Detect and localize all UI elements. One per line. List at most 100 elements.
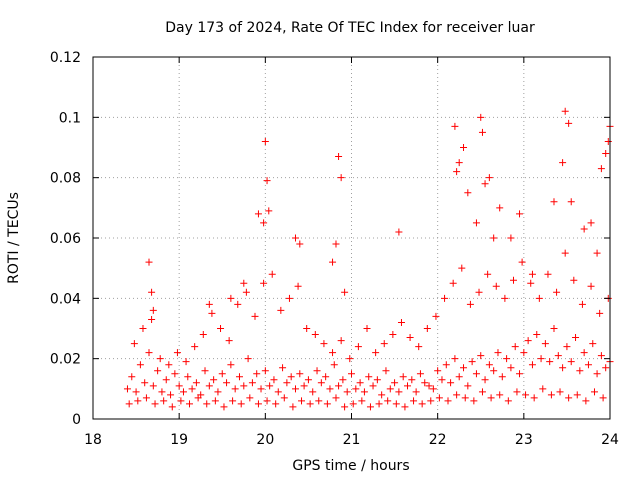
data-point (395, 228, 403, 236)
x-axis-label: GPS time / hours (292, 458, 409, 474)
data-point (261, 367, 269, 375)
data-point (556, 388, 564, 396)
data-point (432, 312, 440, 320)
data-point (349, 400, 357, 408)
data-point (341, 403, 349, 411)
data-point (530, 394, 538, 402)
data-point (513, 388, 521, 396)
data-point (182, 358, 190, 366)
data-point (309, 388, 317, 396)
data-point (487, 394, 495, 402)
data-point (237, 400, 245, 408)
data-point (303, 325, 311, 332)
data-point (274, 388, 282, 396)
data-point (593, 370, 601, 378)
data-point (287, 373, 295, 381)
data-point (277, 306, 285, 314)
data-point (268, 270, 276, 278)
data-point (447, 379, 455, 387)
data-point (535, 294, 543, 302)
data-point (494, 349, 502, 357)
data-point (265, 207, 273, 215)
data-point (527, 279, 535, 287)
data-point (311, 331, 319, 339)
data-point (373, 376, 381, 384)
data-point (220, 403, 228, 411)
data-point (329, 349, 337, 357)
data-point (191, 343, 199, 351)
data-point (348, 370, 355, 378)
data-point (160, 397, 168, 405)
data-point (346, 355, 354, 363)
data-point (604, 137, 612, 145)
data-point (339, 376, 347, 384)
data-point (382, 367, 390, 375)
data-point (425, 382, 433, 390)
data-point (438, 376, 446, 384)
data-point (559, 364, 567, 372)
data-point (214, 388, 222, 396)
x-tick-label: 18 (84, 432, 102, 448)
data-point (442, 361, 450, 369)
data-point (468, 358, 476, 366)
data-point (266, 382, 274, 390)
data-point (427, 397, 435, 405)
data-point (550, 198, 558, 206)
x-tick-label: 24 (601, 432, 619, 448)
data-point (141, 379, 149, 387)
data-point (296, 370, 304, 378)
data-point (149, 382, 157, 390)
data-point (210, 376, 218, 384)
data-point (576, 367, 584, 375)
data-point (304, 376, 312, 384)
data-point (283, 379, 291, 387)
data-point (217, 325, 225, 332)
data-point (559, 159, 567, 167)
chart-title: Day 173 of 2024, Rate Of TEC Index for r… (165, 20, 535, 36)
data-point (412, 388, 420, 396)
data-point (461, 394, 469, 402)
data-point (590, 388, 598, 396)
data-point (306, 400, 314, 408)
data-point (240, 279, 248, 287)
data-point (341, 288, 349, 296)
data-point (587, 282, 595, 290)
data-point (537, 355, 545, 363)
data-point (148, 288, 156, 296)
y-tick-label: 0.06 (50, 231, 81, 247)
data-point (470, 397, 478, 405)
data-point (291, 385, 299, 393)
data-point (541, 340, 549, 348)
data-point (179, 388, 187, 396)
data-point (240, 382, 248, 390)
data-point (475, 288, 483, 296)
data-point (270, 376, 278, 384)
data-point (289, 403, 297, 411)
data-point (490, 234, 498, 242)
data-point (369, 382, 377, 390)
data-point (167, 391, 175, 399)
data-point (593, 249, 601, 257)
data-point (501, 294, 509, 302)
data-point (570, 276, 578, 284)
data-point (567, 198, 575, 206)
data-point (378, 391, 386, 399)
data-point (285, 294, 293, 302)
data-point (602, 364, 610, 372)
data-point (225, 337, 233, 345)
data-point (335, 382, 343, 390)
data-point (507, 234, 515, 242)
data-point (315, 397, 323, 405)
data-point (391, 379, 399, 387)
data-point (165, 361, 173, 369)
data-point (492, 282, 500, 290)
data-point (201, 367, 209, 375)
data-point (404, 382, 412, 390)
data-point (395, 388, 403, 396)
data-point (528, 361, 536, 369)
y-tick-label: 0.1 (59, 110, 81, 126)
data-point (248, 379, 256, 387)
data-point (139, 325, 147, 332)
data-point (573, 391, 581, 399)
